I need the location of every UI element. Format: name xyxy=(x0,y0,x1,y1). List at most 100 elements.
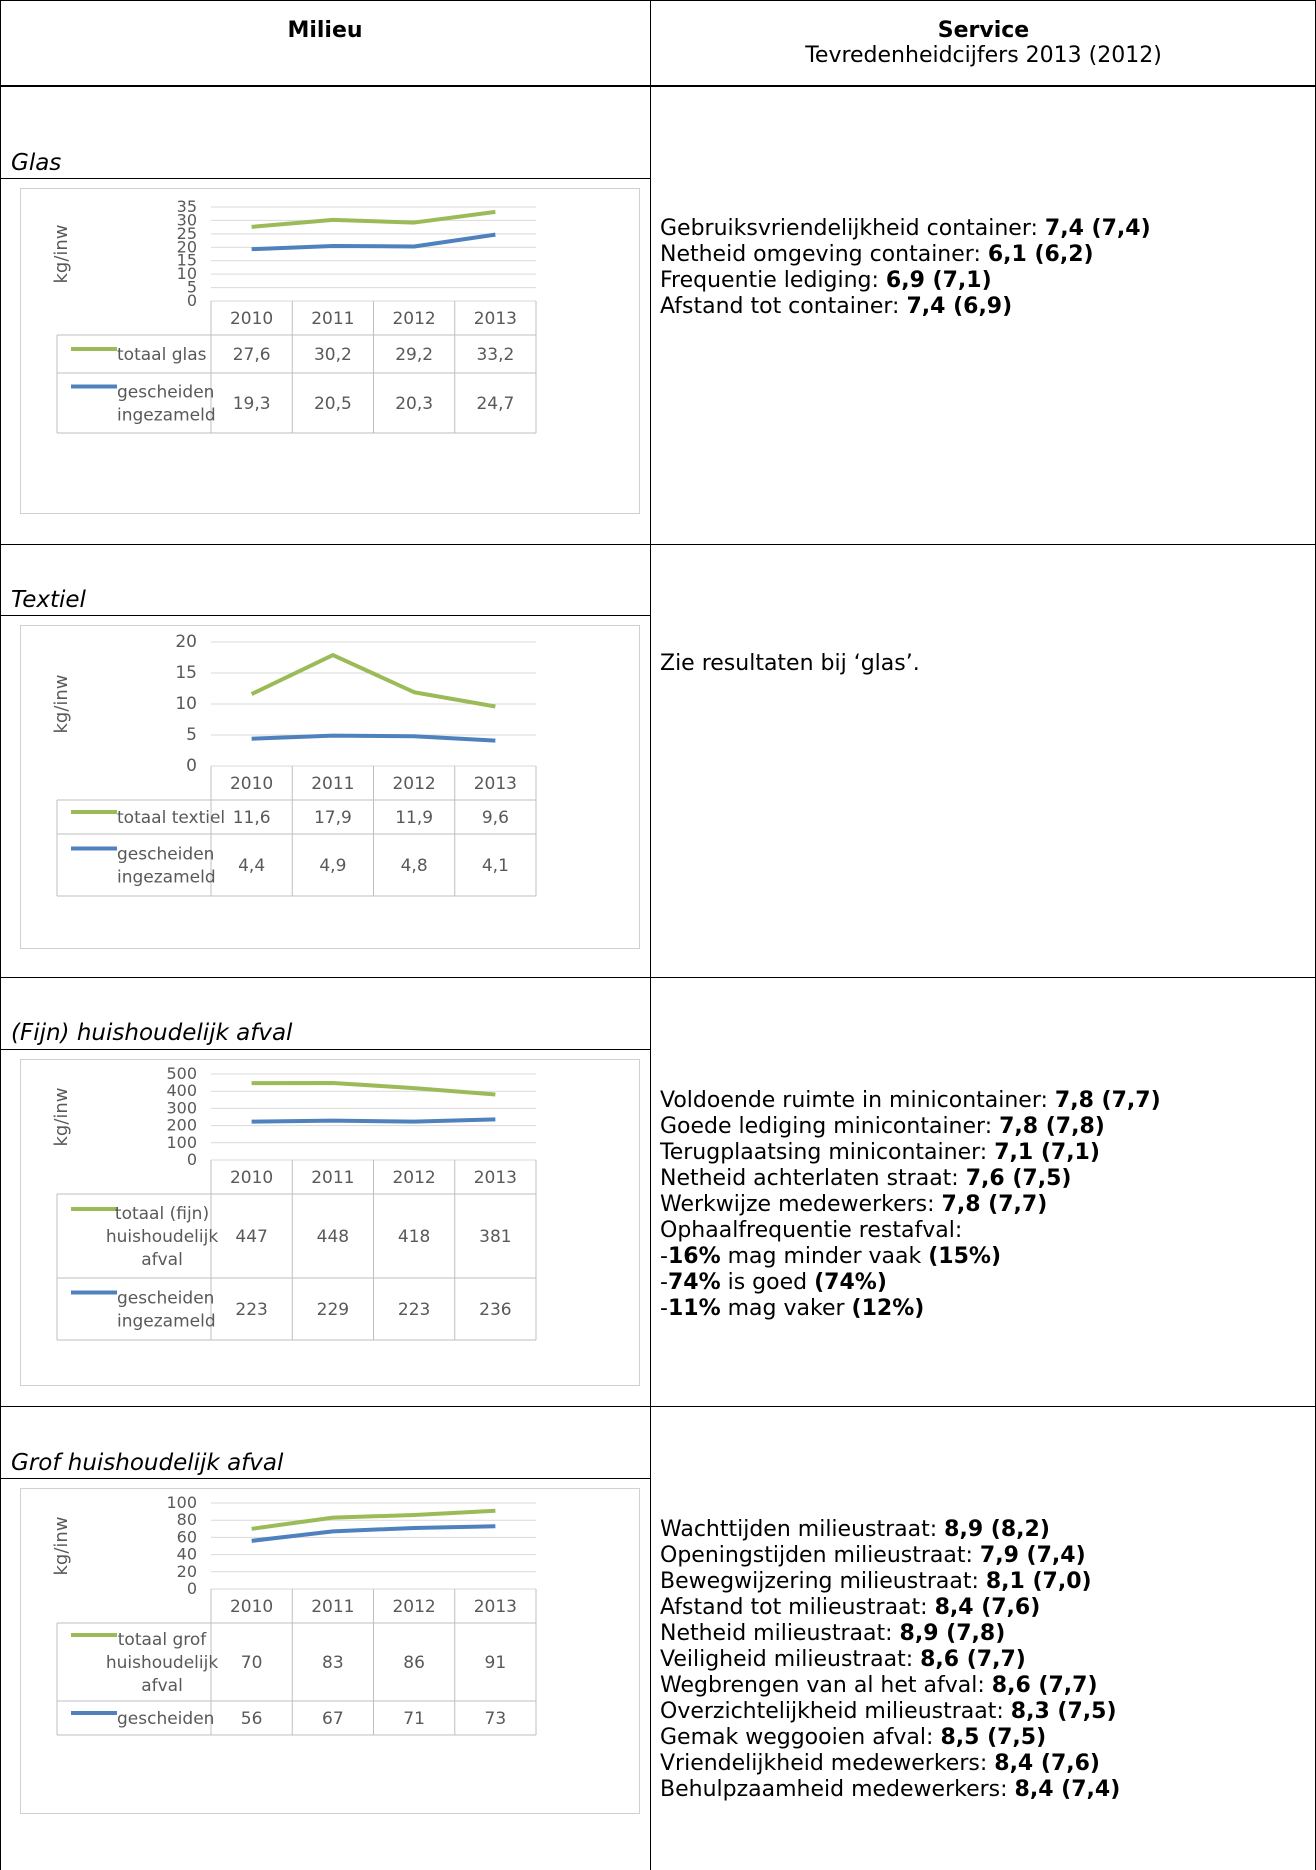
legend-label: totaal textiel xyxy=(117,808,225,828)
category-label: 2013 xyxy=(474,1597,517,1617)
y-tick-label: 0 xyxy=(187,291,197,310)
data-label: 223 xyxy=(398,1300,430,1320)
category-label: 2011 xyxy=(311,1168,354,1188)
legend-label: huishoudelijk xyxy=(106,1653,218,1673)
series-line xyxy=(251,232,496,252)
y-tick-label: 100 xyxy=(166,1133,197,1152)
legend-label: totaal grof xyxy=(118,1630,208,1650)
y-tick-label: 5 xyxy=(186,725,197,745)
row-divider xyxy=(0,544,1316,545)
service-item: Goede lediging minicontainer: 7,8 (7,8) xyxy=(660,1114,1105,1139)
header-service-title: Service xyxy=(937,18,1030,43)
y-tick-label: 80 xyxy=(177,1510,197,1529)
section-title-divider xyxy=(0,1478,650,1479)
data-label: 4,4 xyxy=(238,856,265,876)
y-tick-label: 200 xyxy=(166,1116,197,1135)
service-item: Werkwijze medewerkers: 7,8 (7,7) xyxy=(660,1192,1048,1217)
service-item: Afstand tot container: 7,4 (6,9) xyxy=(660,294,1013,319)
service-item: Vriendelijkheid medewerkers: 8,4 (7,6) xyxy=(660,1751,1100,1776)
data-label: 70 xyxy=(241,1653,263,1673)
service-item: Veiligheid milieustraat: 8,6 (7,7) xyxy=(660,1647,1026,1672)
y-tick-label: 20 xyxy=(177,237,197,256)
row-divider xyxy=(0,86,1316,87)
service-item: -16% mag minder vaak (15%) xyxy=(660,1244,1002,1269)
data-label: 9,6 xyxy=(482,808,509,828)
legend-label: ingezameld xyxy=(117,868,216,888)
y-tick-label: 10 xyxy=(175,694,197,714)
data-label: 33,2 xyxy=(476,345,514,365)
header-milieu: Milieu xyxy=(287,18,363,43)
column-divider xyxy=(650,0,651,1870)
table-left-border xyxy=(0,0,1,1870)
y-tick-label: 30 xyxy=(177,210,197,229)
chart-fijn-afval: kg/inw 500 400 300 200 100 0 2010 2011 2012 2013 to… xyxy=(20,1059,640,1386)
category-label: 2012 xyxy=(392,1597,435,1617)
category-label: 2012 xyxy=(392,309,435,329)
y-tick-label: 20 xyxy=(175,632,197,652)
y-tick-label: 15 xyxy=(177,251,197,270)
data-label: 29,2 xyxy=(395,345,433,365)
data-label: 236 xyxy=(479,1300,511,1320)
category-label: 2010 xyxy=(230,309,273,329)
service-item: Frequentie lediging: 6,9 (7,1) xyxy=(660,268,992,293)
service-item: -74% is goed (74%) xyxy=(660,1270,887,1295)
series-line xyxy=(251,209,496,229)
data-label: 19,3 xyxy=(233,394,271,414)
y-axis-title: kg/inw xyxy=(51,224,72,283)
data-label: 11,9 xyxy=(395,808,433,828)
section-title-grof-afval: Grof huishoudelijk afval xyxy=(11,1450,284,1476)
service-item: Gebruiksvriendelijkheid container: 7,4 (… xyxy=(660,216,1151,241)
legend-label: gescheiden xyxy=(117,845,214,865)
service-item: Wegbrengen van al het afval: 8,6 (7,7) xyxy=(660,1673,1098,1698)
category-label: 2011 xyxy=(311,774,354,794)
category-label: 2013 xyxy=(474,1168,517,1188)
y-axis-title: kg/inw xyxy=(51,674,72,733)
legend-label: ingezameld xyxy=(117,1312,216,1332)
service-grof-afval: Wachttijden milieustraat: 8,9 (8,2) Open… xyxy=(660,1517,1120,1803)
service-item: Overzichtelijkheid milieustraat: 8,3 (7,… xyxy=(660,1699,1117,1724)
data-label: 381 xyxy=(479,1227,511,1247)
service-item: Wachttijden milieustraat: 8,9 (8,2) xyxy=(660,1517,1050,1542)
series-line xyxy=(251,733,496,743)
legend-label: huishoudelijk xyxy=(106,1227,218,1247)
service-fijn-afval: Voldoende ruimte in minicontainer: 7,8 (… xyxy=(660,1088,1161,1322)
data-label: 223 xyxy=(235,1300,267,1320)
data-label: 4,8 xyxy=(401,856,428,876)
data-label: 4,9 xyxy=(319,856,346,876)
data-label: 17,9 xyxy=(314,808,352,828)
service-item: Bewegwijzering milieustraat: 8,1 (7,0) xyxy=(660,1569,1092,1594)
y-tick-label: 500 xyxy=(166,1064,197,1083)
series-line xyxy=(251,1508,496,1531)
section-title-divider xyxy=(0,1049,650,1050)
legend-label: gescheiden xyxy=(117,383,214,403)
service-item: -11% mag vaker (12%) xyxy=(660,1296,925,1321)
service-item: Netheid milieustraat: 8,9 (7,8) xyxy=(660,1621,1006,1646)
data-label: 73 xyxy=(485,1709,507,1729)
row-divider xyxy=(0,977,1316,978)
service-item: Ophaalfrequentie restafval: xyxy=(660,1218,963,1243)
y-axis-title: kg/inw xyxy=(51,1087,72,1146)
service-glas: Gebruiksvriendelijkheid container: 7,4 (… xyxy=(660,216,1151,320)
data-label: 448 xyxy=(317,1227,349,1247)
category-label: 2012 xyxy=(392,774,435,794)
category-label: 2012 xyxy=(392,1168,435,1188)
data-label: 27,6 xyxy=(233,345,271,365)
y-tick-label: 40 xyxy=(177,1545,197,1564)
section-title-divider xyxy=(0,178,650,179)
service-item: Zie resultaten bij ‘glas’. xyxy=(660,651,920,676)
service-item: Netheid achterlaten straat: 7,6 (7,5) xyxy=(660,1166,1072,1191)
data-label: 67 xyxy=(322,1709,344,1729)
data-label: 20,5 xyxy=(314,394,352,414)
category-label: 2013 xyxy=(474,309,517,329)
y-tick-label: 15 xyxy=(175,663,197,683)
service-item: Afstand tot milieustraat: 8,4 (7,6) xyxy=(660,1595,1041,1620)
y-tick-label: 0 xyxy=(186,756,197,776)
series-line xyxy=(251,1117,496,1124)
category-label: 2011 xyxy=(311,1597,354,1617)
legend-label: afval xyxy=(141,1676,183,1696)
section-title-glas: Glas xyxy=(11,150,62,176)
service-item: Voldoende ruimte in minicontainer: 7,8 (… xyxy=(660,1088,1161,1113)
row-divider xyxy=(0,1406,1316,1407)
category-label: 2011 xyxy=(311,309,354,329)
y-tick-label: 0 xyxy=(187,1150,197,1169)
